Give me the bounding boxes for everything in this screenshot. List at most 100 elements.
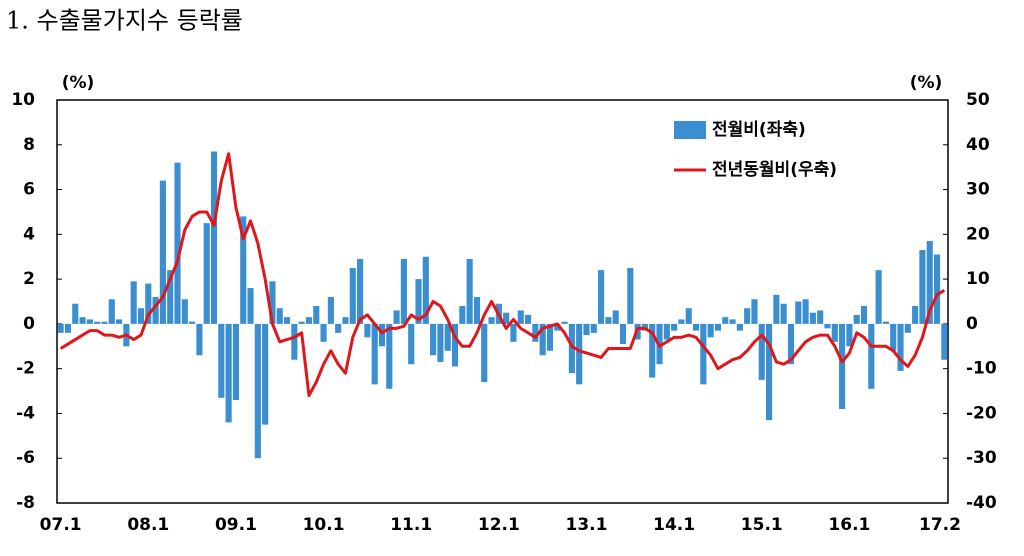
- bar: [546, 323, 554, 351]
- bar: [831, 323, 838, 342]
- bar: [240, 216, 247, 324]
- bar: [707, 323, 714, 338]
- bar: [773, 294, 780, 324]
- legend-swatch: [674, 121, 706, 139]
- bar: [576, 323, 583, 385]
- bar: [488, 317, 495, 324]
- bar: [766, 323, 773, 421]
- bar: [364, 323, 371, 338]
- bar: [744, 308, 751, 324]
- bar: [561, 321, 568, 324]
- bar: [430, 323, 437, 356]
- bar: [298, 321, 305, 324]
- y-unit: (%): [62, 73, 95, 93]
- bar: [736, 323, 743, 331]
- bar: [692, 323, 700, 331]
- y-tick-label: 2: [23, 269, 35, 289]
- bar: [912, 305, 919, 324]
- bar: [320, 323, 327, 342]
- bar: [714, 323, 722, 331]
- legend-label: 전월비(좌축): [712, 120, 806, 140]
- bar: [210, 151, 218, 324]
- bar: [408, 323, 415, 365]
- x-tick-label: 07.1: [40, 515, 82, 535]
- bar: [795, 301, 802, 324]
- x-tick-label: 15.1: [741, 515, 783, 535]
- y2-unit: (%): [910, 73, 943, 93]
- bar: [517, 310, 524, 324]
- y2-tick-label: 20: [966, 224, 990, 244]
- bar: [108, 299, 115, 324]
- bar: [218, 323, 225, 398]
- bar: [700, 323, 707, 385]
- bar: [327, 297, 334, 324]
- bar: [291, 323, 298, 360]
- y2-tick-label: -20: [966, 403, 997, 423]
- bar: [598, 270, 605, 324]
- y-tick-label: -8: [16, 493, 35, 513]
- y-tick-label: 4: [23, 224, 35, 244]
- x-tick-label: 16.1: [828, 515, 870, 535]
- bar: [590, 323, 597, 333]
- bar: [839, 323, 846, 409]
- bar: [919, 250, 926, 324]
- bar: [882, 321, 889, 324]
- bar: [933, 254, 941, 324]
- x-tick-label: 09.1: [215, 515, 257, 535]
- bar: [422, 256, 429, 324]
- bar: [809, 312, 816, 324]
- bar: [86, 319, 93, 324]
- x-tick-label: 10.1: [303, 515, 345, 535]
- bar: [780, 303, 787, 324]
- y2-tick-label: 0: [966, 314, 978, 334]
- bar: [386, 323, 393, 389]
- bar: [276, 308, 283, 324]
- bar: [444, 323, 451, 351]
- bar: [627, 267, 634, 324]
- bar: [459, 305, 466, 324]
- bar: [305, 317, 313, 324]
- bar: [130, 281, 137, 324]
- y2-tick-label: 30: [966, 180, 990, 200]
- bar: [904, 323, 911, 333]
- bar: [751, 299, 758, 324]
- y-tick-label: 0: [23, 314, 35, 334]
- y2-tick-label: 50: [966, 90, 990, 110]
- bar: [605, 317, 612, 324]
- x-tick-label: 11.1: [390, 515, 432, 535]
- bar: [722, 317, 729, 324]
- bar: [787, 323, 795, 365]
- bar: [57, 323, 64, 333]
- x-tick-label: 13.1: [566, 515, 608, 535]
- bar: [415, 279, 422, 324]
- bar: [663, 323, 670, 340]
- bar: [159, 180, 166, 324]
- x-tick-label: 12.1: [478, 515, 520, 535]
- bar: [451, 323, 459, 367]
- y-tick-label: -4: [16, 403, 35, 423]
- y-tick-label: 8: [23, 135, 35, 155]
- bar: [137, 308, 145, 324]
- bar: [101, 321, 108, 324]
- bar: [897, 323, 904, 371]
- bar: [612, 310, 619, 324]
- bar: [941, 323, 948, 360]
- bar: [225, 323, 232, 423]
- bar: [203, 223, 210, 324]
- bar: [860, 305, 868, 324]
- bar: [671, 323, 678, 331]
- bar: [283, 317, 291, 324]
- bar: [510, 323, 517, 342]
- chart-title: 1. 수출물가지수 등락률: [6, 7, 243, 35]
- bar: [868, 323, 875, 389]
- bar: [466, 258, 473, 324]
- x-tick-label: 17.2: [919, 515, 961, 535]
- bar: [378, 323, 386, 347]
- y-tick-label: 10: [11, 90, 35, 110]
- bar: [473, 297, 481, 324]
- bar: [539, 323, 546, 356]
- bar: [532, 323, 539, 342]
- bar: [875, 270, 882, 324]
- bar: [524, 314, 532, 324]
